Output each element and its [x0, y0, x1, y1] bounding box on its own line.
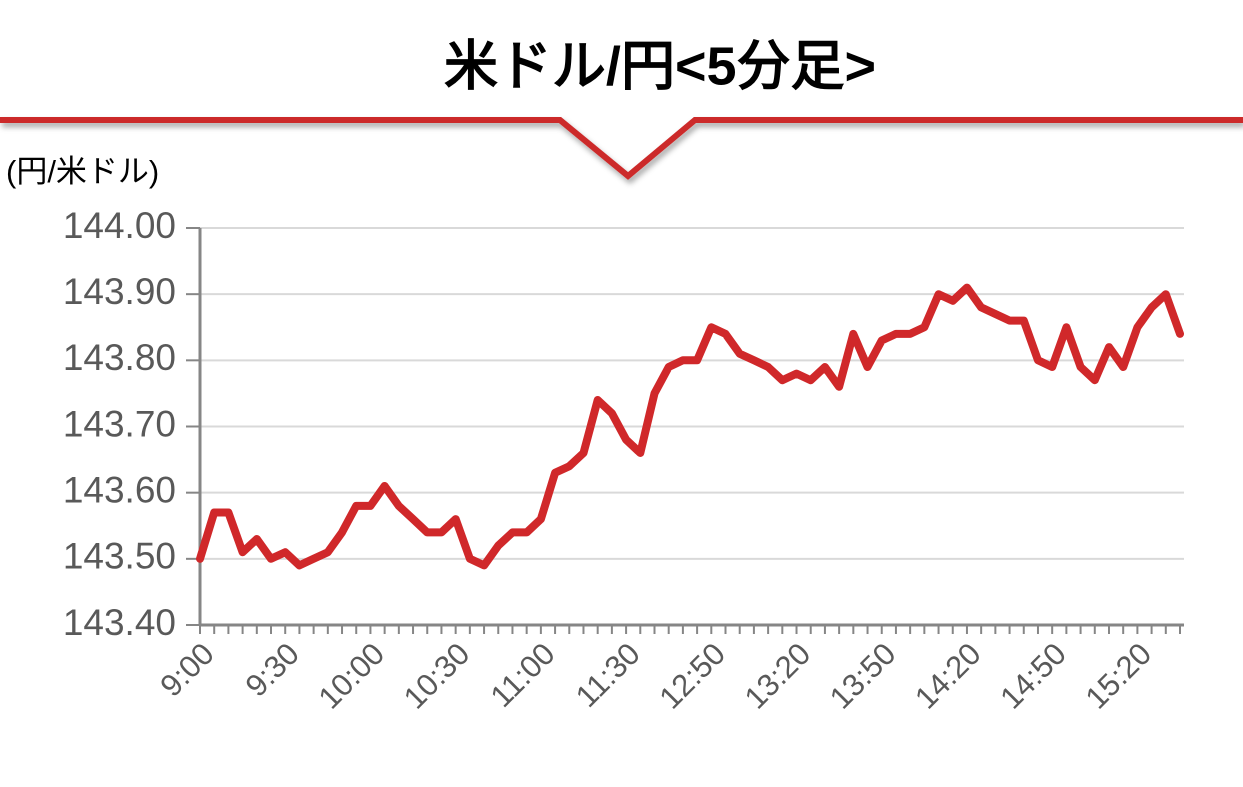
x-tick-label: 9:30 [239, 636, 306, 703]
y-tick-label: 143.50 [63, 536, 176, 577]
chart-title: 米ドル/円<5分足> [444, 36, 876, 96]
x-tick-label: 9:00 [153, 636, 220, 703]
x-tick-label: 15:20 [1079, 636, 1159, 716]
x-tick-label: 13:20 [738, 636, 818, 716]
x-tick-label: 11:30 [569, 636, 647, 714]
x-tick-label: 10:30 [397, 636, 477, 716]
x-tick-label: 10:00 [312, 636, 392, 716]
x-tick-label: 12:50 [652, 636, 732, 716]
price-line [196, 283, 1184, 570]
y-tick-label: 143.90 [63, 271, 176, 312]
x-tick-label: 13:50 [823, 636, 903, 716]
title-banner [0, 117, 1243, 180]
x-tick-label: 14:50 [993, 636, 1073, 716]
y-axis-label: (円/米ドル) [6, 154, 159, 189]
y-tick-label: 143.60 [63, 469, 176, 510]
y-tick-label: 143.70 [63, 403, 176, 444]
y-tick-label: 143.80 [63, 337, 176, 378]
y-tick-label: 144.00 [63, 205, 176, 246]
x-tick-label: 11:00 [484, 636, 562, 714]
x-tick-label: 14:20 [908, 636, 988, 716]
y-tick-label: 143.40 [63, 602, 176, 643]
